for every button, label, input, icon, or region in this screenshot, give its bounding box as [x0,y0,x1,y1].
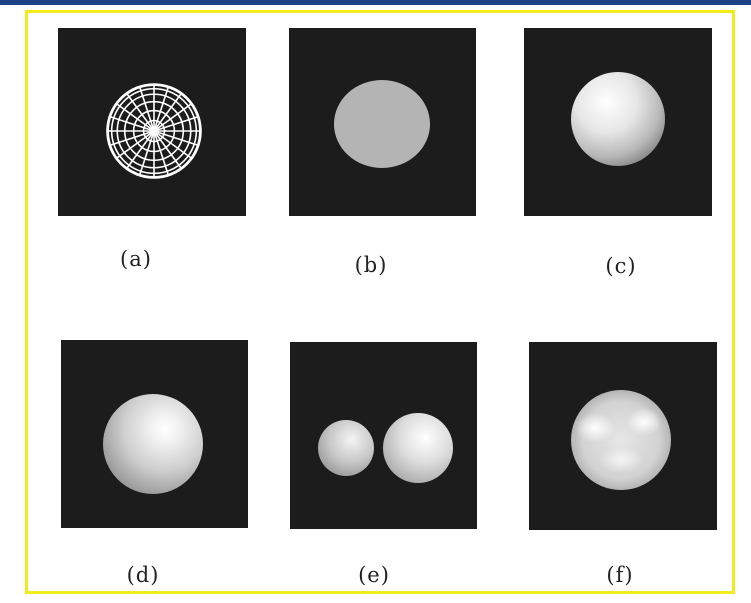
top-bar [0,0,751,5]
wireframe-meridian [153,86,170,132]
wireframe-sphere-icon [106,83,202,179]
caption-d: (d) [126,563,160,587]
two-shaded-spheres-icon [318,413,453,483]
wireframe-meridian [125,92,155,132]
wireframe-meridian [153,102,193,132]
wireframe-meridian [115,130,155,160]
wireframe-meridian [109,115,155,132]
caption-a: (a) [120,247,152,271]
wireframe-meridian [109,130,155,147]
panel-b [289,28,476,216]
panel-d [61,340,248,528]
wireframe-meridian [153,130,199,147]
flat-disc-icon [334,80,430,168]
wireframe-meridian [153,115,199,132]
panel-e [290,342,477,529]
caption-b: (b) [354,253,388,277]
wireframe-meridian [153,130,170,176]
caption-e: (e) [358,563,390,587]
wireframe-meridian [115,102,155,132]
shaded-sphere-icon [571,72,665,166]
wireframe-meridian [153,130,193,160]
panel-f [529,342,717,530]
wireframe-meridian [125,130,155,170]
wireframe-meridian [153,92,183,132]
caption-f: (f) [606,563,634,587]
panel-c [524,28,712,216]
wireframe-meridian [138,130,155,176]
caption-c: (c) [605,254,637,278]
wireframe-meridian [138,86,155,132]
wireframe-meridian [153,130,183,170]
panel-a [58,28,246,216]
multi-light-sphere-icon [571,390,671,490]
shaded-sphere-specular-icon [103,394,203,494]
